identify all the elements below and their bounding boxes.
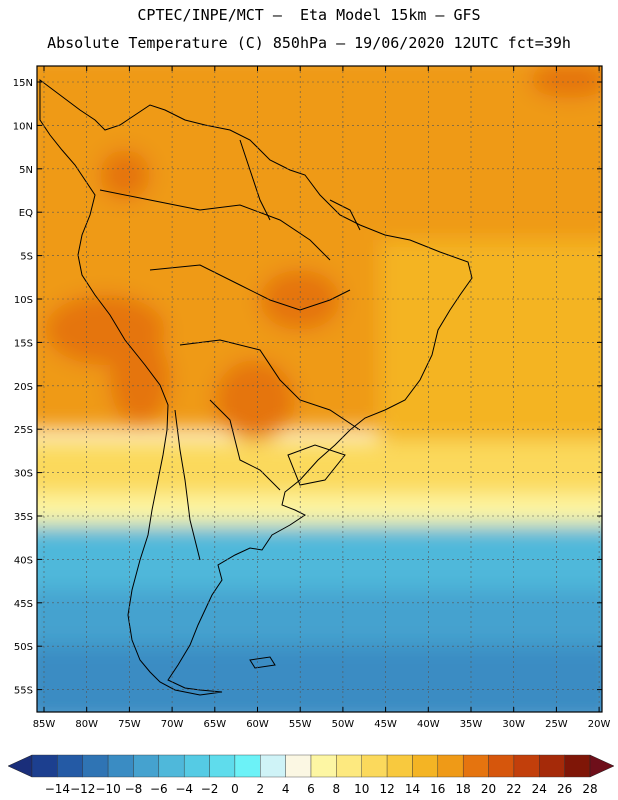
band-ocean-warm [380, 240, 618, 470]
colorbar-swatch [311, 755, 336, 777]
colorbar-label: −2 [201, 782, 219, 796]
colorbar-label: 8 [333, 782, 341, 796]
colorbar-swatch [362, 755, 387, 777]
colorbar-labels: −14 −12 −10 −8 −6 −4 −2 0 2 4 6 8 10 12 14 16 18 20 22 24 26… [45, 782, 598, 796]
colorbar-label: −10 [95, 782, 120, 796]
colorbar-swatch [184, 755, 209, 777]
colorbar-label: 24 [532, 782, 547, 796]
band-cool [20, 495, 618, 527]
colorbar-label: 26 [557, 782, 572, 796]
lon-label: 80W [75, 719, 98, 730]
colorbar-label: 20 [481, 782, 496, 796]
colorbar-label: 22 [506, 782, 521, 796]
lon-label: 70W [161, 719, 184, 730]
colorbar-over-arrow [590, 755, 614, 777]
band-mild [20, 440, 618, 500]
lat-label: 55S [14, 686, 33, 697]
temperature-field [20, 50, 618, 725]
hot-patch-chaco [215, 360, 295, 440]
lon-label: 60W [246, 719, 269, 730]
lat-label: EQ [19, 208, 33, 219]
lat-label: 30S [14, 469, 33, 480]
colorbar-label: 12 [379, 782, 394, 796]
lat-label: 15N [13, 78, 33, 89]
colorbar-label: −8 [125, 782, 143, 796]
colorbar-swatch [336, 755, 361, 777]
colorbar-under-arrow [8, 755, 32, 777]
lon-label: 65W [203, 719, 226, 730]
colorbar-label: 28 [582, 782, 597, 796]
lon-label: 85W [33, 719, 56, 730]
colorbar-label: 4 [282, 782, 290, 796]
colorbar-label: 10 [354, 782, 369, 796]
colorbar-swatch [210, 755, 235, 777]
lon-label: 40W [417, 719, 440, 730]
colorbar-swatch [438, 755, 463, 777]
colorbar-swatch [159, 755, 184, 777]
colorbar-swatch [32, 755, 57, 777]
lon-label: 25W [545, 719, 568, 730]
lon-label: 75W [118, 719, 141, 730]
colorbar-swatch [565, 755, 590, 777]
band-coldest [20, 645, 618, 725]
lon-label: 30W [502, 719, 525, 730]
colorbar-swatch [514, 755, 539, 777]
lat-label: 35S [14, 512, 33, 523]
colorbar [8, 755, 614, 777]
colorbar-swatch [539, 755, 564, 777]
colorbar-swatch [412, 755, 437, 777]
colorbar-swatch [235, 755, 260, 777]
colorbar-label: 2 [256, 782, 264, 796]
lat-label: 10N [13, 121, 33, 132]
lat-label: 50S [14, 642, 33, 653]
colorbar-swatch [108, 755, 133, 777]
colorbar-swatch [83, 755, 108, 777]
lat-label: 25S [14, 425, 33, 436]
colorbar-label: −12 [70, 782, 95, 796]
lon-label: 45W [374, 719, 397, 730]
lon-label: 50W [332, 719, 355, 730]
colorbar-swatch [489, 755, 514, 777]
colorbar-swatch [260, 755, 285, 777]
lat-label: 5S [20, 252, 33, 263]
colorbar-swatch [133, 755, 158, 777]
hot-patch-atlantic [530, 62, 610, 98]
band-colder [20, 590, 618, 650]
colorbar-label: 6 [307, 782, 315, 796]
lat-label: 20S [14, 382, 33, 393]
band-cold [20, 525, 618, 595]
colorbar-label: 0 [231, 782, 239, 796]
colorbar-swatch [463, 755, 488, 777]
hot-patch-andes [110, 335, 170, 425]
lon-label: 55W [289, 719, 312, 730]
colorbar-label: −6 [150, 782, 168, 796]
colorbar-swatch [57, 755, 82, 777]
colorbar-label: −14 [45, 782, 70, 796]
lat-label: 45S [14, 599, 33, 610]
lon-label: 35W [460, 719, 483, 730]
colorbar-label: 14 [405, 782, 420, 796]
colorbar-label: 16 [430, 782, 445, 796]
lat-label: 40S [14, 555, 33, 566]
lat-label: 15S [14, 338, 33, 349]
colorbar-swatch [387, 755, 412, 777]
lat-label: 5N [19, 165, 33, 176]
hot-patch-venezuela [100, 150, 150, 200]
colorbar-label: 18 [456, 782, 471, 796]
colorbar-label: −4 [175, 782, 193, 796]
colorbar-swatch [286, 755, 311, 777]
lat-label: 10S [14, 295, 33, 306]
lon-label: 20W [588, 719, 611, 730]
